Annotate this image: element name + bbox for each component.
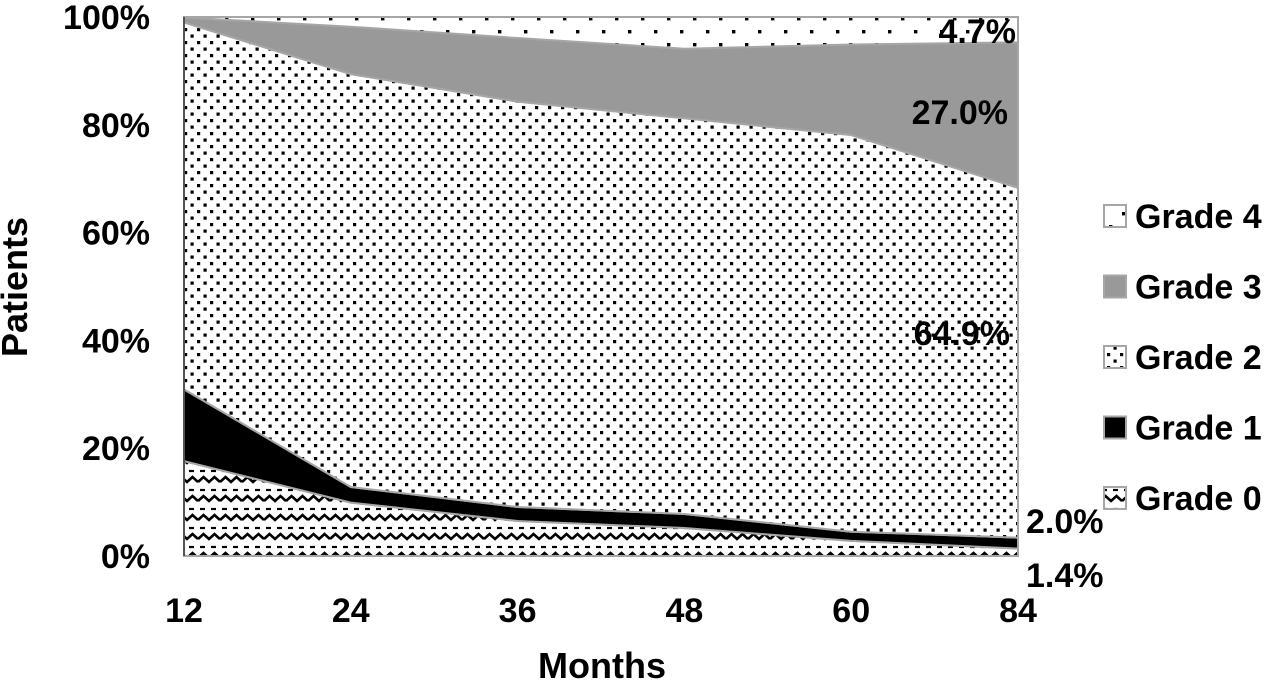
x-tick-label: 24	[332, 592, 370, 630]
legend-swatch-grade-2	[1103, 345, 1127, 369]
x-tick-label: 36	[499, 592, 537, 630]
x-tick-label: 84	[999, 592, 1037, 630]
y-tick-label: 100%	[63, 0, 150, 37]
data-label-grade-4: 4.7%	[939, 13, 1017, 51]
y-tick-label: 20%	[82, 430, 150, 468]
data-labels: 4.7% 27.0% 64.9% 2.0% 1.4%	[912, 13, 1104, 595]
x-tick-labels: 12 24 36 48 60 84	[165, 592, 1037, 630]
y-tick-labels: 0% 20% 40% 60% 80% 100%	[63, 0, 150, 576]
legend-swatch-grade-4	[1103, 204, 1127, 228]
legend: Grade 4 Grade 3 Grade 2 Grade 1 Grade 0	[1103, 198, 1262, 518]
data-label-grade-3: 27.0%	[912, 94, 1008, 132]
y-axis-title: Patients	[0, 217, 35, 357]
legend-swatch-grade-3	[1103, 274, 1127, 299]
y-tick-label: 40%	[82, 322, 150, 360]
legend-label-grade-4: Grade 4	[1135, 198, 1262, 236]
legend-label-grade-3: Grade 3	[1135, 269, 1262, 307]
data-label-grade-0: 1.4%	[1026, 557, 1104, 595]
x-tick-label: 12	[165, 592, 203, 630]
x-tick-label: 48	[665, 592, 703, 630]
legend-label-grade-1: Grade 1	[1135, 410, 1262, 448]
y-tick-label: 60%	[82, 215, 150, 253]
legend-label-grade-0: Grade 0	[1135, 480, 1262, 518]
legend-swatch-grade-1	[1103, 415, 1127, 440]
legend-label-grade-2: Grade 2	[1135, 339, 1262, 377]
y-tick-label: 80%	[82, 107, 150, 145]
x-axis-title: Months	[538, 645, 666, 682]
x-tick-label: 60	[832, 592, 870, 630]
data-label-grade-2: 64.9%	[914, 315, 1010, 353]
data-label-grade-1: 2.0%	[1026, 503, 1104, 541]
y-tick-label: 0%	[101, 538, 150, 576]
area-layers	[183, 16, 1019, 557]
legend-swatch-grade-0	[1103, 486, 1127, 510]
area-grade-4	[183, 16, 1019, 50]
